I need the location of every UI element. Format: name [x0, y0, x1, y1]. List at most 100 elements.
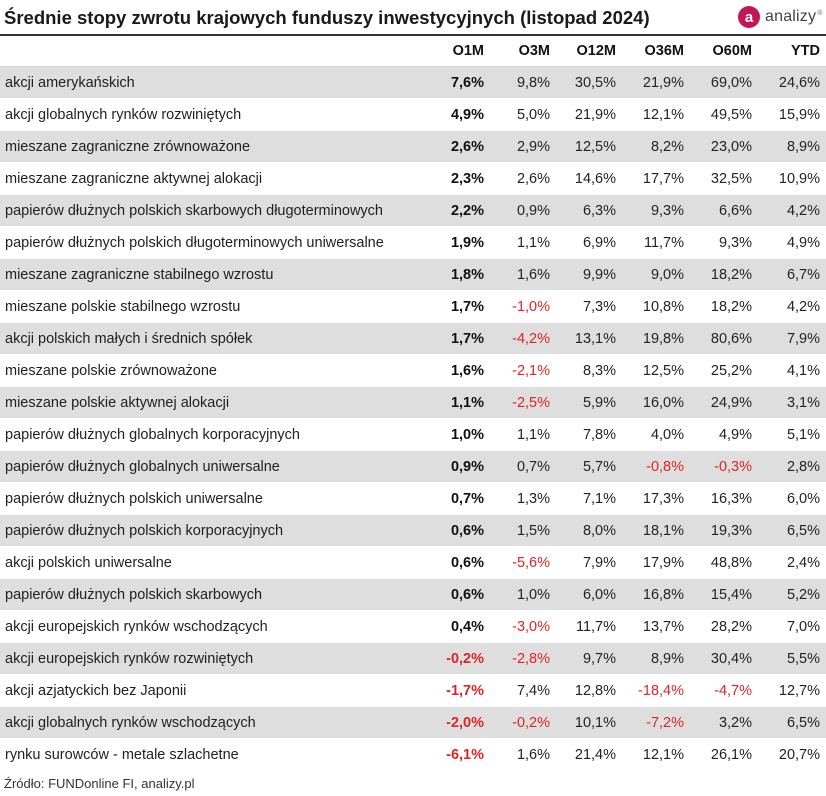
- fund-category-name: mieszane zagraniczne aktywnej alokacji: [0, 162, 424, 195]
- fund-category-name: papierów dłużnych polskich korporacyjnyc…: [0, 514, 424, 547]
- fund-category-name: akcji amerykańskich: [0, 66, 424, 99]
- cell-o60m: 24,9%: [690, 386, 758, 419]
- cell-o3m: 1,1%: [490, 226, 556, 259]
- logo-badge-icon: a: [738, 6, 760, 28]
- fund-category-name: papierów dłużnych globalnych uniwersalne: [0, 450, 424, 483]
- logo-text: analizy®: [765, 8, 823, 26]
- fund-category-name: akcji polskich uniwersalne: [0, 546, 424, 579]
- cell-o60m: 32,5%: [690, 162, 758, 195]
- table-row: mieszane zagraniczne zrównoważone 2,6% 2,9…: [0, 130, 826, 163]
- cell-o36m: 16,0%: [622, 386, 690, 419]
- column-header-ytd: YTD: [791, 43, 820, 59]
- cell-o12m: 12,8%: [556, 674, 622, 707]
- table-row: mieszane polskie stabilnego wzrostu 1,7% -…: [0, 290, 826, 323]
- cell-o1m: 0,7%: [424, 482, 490, 515]
- cell-ytd: 6,5%: [758, 706, 826, 739]
- fund-category-name: mieszane polskie stabilnego wzrostu: [0, 290, 424, 323]
- cell-o60m: 28,2%: [690, 610, 758, 643]
- cell-o12m: 7,3%: [556, 290, 622, 323]
- cell-o3m: -5,6%: [490, 546, 556, 579]
- registered-mark: ®: [817, 9, 823, 17]
- cell-ytd: 4,2%: [758, 194, 826, 227]
- cell-ytd: 12,7%: [758, 674, 826, 707]
- cell-o3m: 0,7%: [490, 450, 556, 483]
- cell-o60m: 30,4%: [690, 642, 758, 675]
- cell-o1m: 1,7%: [424, 290, 490, 323]
- cell-ytd: 10,9%: [758, 162, 826, 195]
- cell-o12m: 7,8%: [556, 418, 622, 451]
- cell-ytd: 15,9%: [758, 98, 826, 131]
- cell-o36m: 13,7%: [622, 610, 690, 643]
- fund-category-name: papierów dłużnych globalnych korporacyjn…: [0, 418, 424, 451]
- cell-o1m: -1,7%: [424, 674, 490, 707]
- cell-o12m: 21,9%: [556, 98, 622, 131]
- table-row: rynku surowców - metale szlachetne -6,1% 1…: [0, 738, 826, 771]
- fund-category-name: mieszane zagraniczne stabilnego wzrostu: [0, 258, 424, 291]
- cell-ytd: 5,1%: [758, 418, 826, 451]
- table-row: papierów dłużnych polskich korporacyjnyc…: [0, 514, 826, 547]
- returns-table: O1M O3M O12M O36M O60M YTD akcji ameryka…: [0, 36, 826, 771]
- cell-o36m: 18,1%: [622, 514, 690, 547]
- cell-o60m: 6,6%: [690, 194, 758, 227]
- cell-o12m: 21,4%: [556, 738, 622, 771]
- cell-ytd: 4,1%: [758, 354, 826, 387]
- cell-o60m: 23,0%: [690, 130, 758, 163]
- cell-o12m: 11,7%: [556, 610, 622, 643]
- cell-o3m: 1,6%: [490, 258, 556, 291]
- cell-o12m: 6,9%: [556, 226, 622, 259]
- cell-o3m: -0,2%: [490, 706, 556, 739]
- cell-o3m: -2,1%: [490, 354, 556, 387]
- cell-o60m: 15,4%: [690, 578, 758, 611]
- cell-ytd: 3,1%: [758, 386, 826, 419]
- table-row: papierów dłużnych polskich skarbowych dł…: [0, 194, 826, 227]
- cell-ytd: 5,2%: [758, 578, 826, 611]
- column-header-o12m: O12M: [576, 43, 617, 59]
- table-row: akcji globalnych rynków wschodzących -2,0…: [0, 706, 826, 739]
- cell-o60m: -0,3%: [690, 450, 758, 483]
- cell-o12m: 5,7%: [556, 450, 622, 483]
- cell-o1m: 0,6%: [424, 514, 490, 547]
- cell-o1m: 0,6%: [424, 578, 490, 611]
- cell-o36m: 17,3%: [622, 482, 690, 515]
- cell-o60m: 16,3%: [690, 482, 758, 515]
- fund-category-name: mieszane zagraniczne zrównoważone: [0, 130, 424, 163]
- cell-o3m: -1,0%: [490, 290, 556, 323]
- cell-o12m: 7,9%: [556, 546, 622, 579]
- cell-o1m: 4,9%: [424, 98, 490, 131]
- cell-o36m: 12,1%: [622, 738, 690, 771]
- header: Średnie stopy zwrotu krajowych funduszy …: [0, 0, 826, 36]
- cell-o36m: 11,7%: [622, 226, 690, 259]
- cell-o3m: 1,6%: [490, 738, 556, 771]
- cell-o3m: 7,4%: [490, 674, 556, 707]
- cell-o36m: -7,2%: [622, 706, 690, 739]
- table-row: mieszane polskie zrównoważone 1,6% -2,1% 8,…: [0, 354, 826, 387]
- analizy-logo[interactable]: a analizy®: [738, 4, 823, 30]
- cell-o12m: 10,1%: [556, 706, 622, 739]
- cell-ytd: 4,9%: [758, 226, 826, 259]
- cell-ytd: 7,9%: [758, 322, 826, 355]
- fund-category-name: rynku surowców - metale szlachetne: [0, 738, 424, 771]
- table-row: akcji amerykańskich 7,6% 9,8% 30,5% 21,9% 69,…: [0, 66, 826, 99]
- table-row: papierów dłużnych globalnych uniwersalne…: [0, 450, 826, 483]
- cell-ytd: 2,8%: [758, 450, 826, 483]
- table-row: akcji polskich małych i średnich spółek 1…: [0, 322, 826, 355]
- source-note: Źródło: FUNDonline FI, analizy.pl: [4, 776, 195, 791]
- cell-o3m: 5,0%: [490, 98, 556, 131]
- fund-category-name: papierów dłużnych polskich uniwersalne: [0, 482, 424, 515]
- cell-o36m: 21,9%: [622, 66, 690, 99]
- header-row: O1M O3M O12M O36M O60M YTD: [0, 36, 826, 67]
- cell-o3m: -2,8%: [490, 642, 556, 675]
- table-row: papierów dłużnych polskich skarbowych 0,6…: [0, 578, 826, 611]
- cell-o36m: 9,0%: [622, 258, 690, 291]
- column-header-name: [0, 36, 424, 67]
- cell-o1m: 1,7%: [424, 322, 490, 355]
- cell-o3m: 1,1%: [490, 418, 556, 451]
- cell-o1m: 2,3%: [424, 162, 490, 195]
- table-row: papierów dłużnych polskich długoterminow…: [0, 226, 826, 259]
- cell-o60m: 49,5%: [690, 98, 758, 131]
- cell-o60m: 18,2%: [690, 258, 758, 291]
- cell-o1m: 2,6%: [424, 130, 490, 163]
- cell-o12m: 8,0%: [556, 514, 622, 547]
- fund-category-name: akcji globalnych rynków rozwiniętych: [0, 98, 424, 131]
- cell-ytd: 4,2%: [758, 290, 826, 323]
